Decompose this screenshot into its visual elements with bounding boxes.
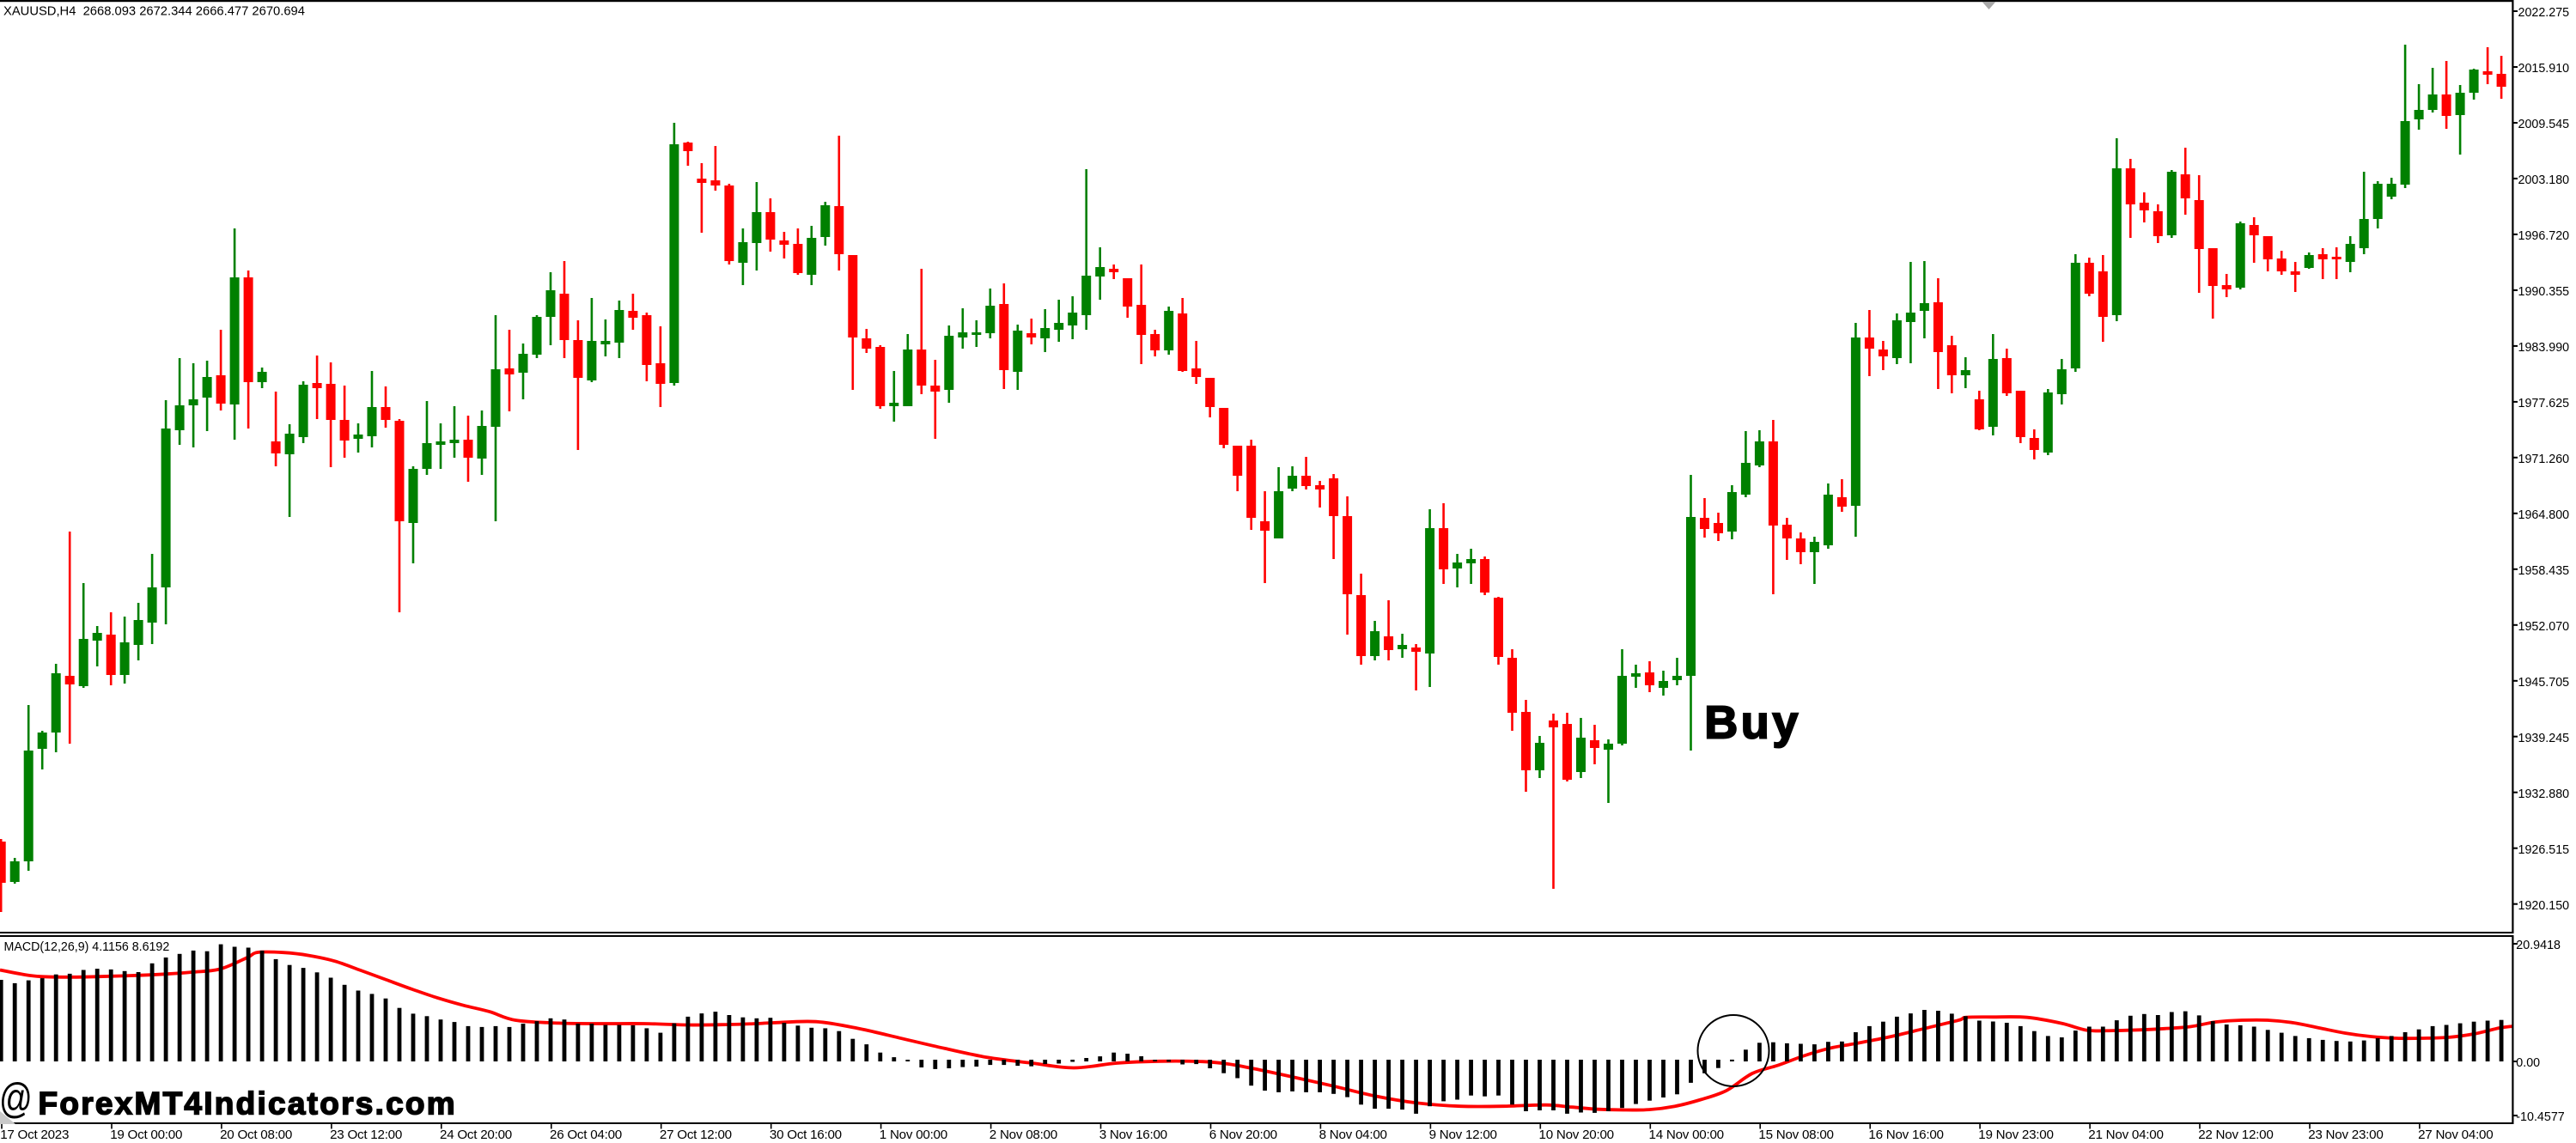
svg-text:1990.355: 1990.355 xyxy=(2518,285,2570,299)
svg-text:1932.880: 1932.880 xyxy=(2518,787,2570,801)
svg-text:17 Oct 2023: 17 Oct 2023 xyxy=(0,1128,69,1142)
svg-text:1971.260: 1971.260 xyxy=(2518,453,2570,466)
svg-text:1958.435: 1958.435 xyxy=(2518,564,2570,578)
svg-text:24 Oct 20:00: 24 Oct 20:00 xyxy=(440,1128,512,1142)
svg-text:9 Nov 12:00: 9 Nov 12:00 xyxy=(1429,1128,1497,1142)
svg-text:22 Nov 12:00: 22 Nov 12:00 xyxy=(2198,1128,2273,1142)
svg-text:23 Nov 23:00: 23 Nov 23:00 xyxy=(2308,1128,2383,1142)
svg-text:-10.4577: -10.4577 xyxy=(2516,1110,2564,1124)
svg-text:20 Oct 08:00: 20 Oct 08:00 xyxy=(220,1128,292,1142)
svg-text:1939.245: 1939.245 xyxy=(2518,732,2570,745)
svg-text:2022.275: 2022.275 xyxy=(2518,6,2570,20)
svg-text:XAUUSD,H4 2668.093 2672.344 2: XAUUSD,H4 2668.093 2672.344 2666.477 267… xyxy=(3,3,305,18)
svg-text:1977.625: 1977.625 xyxy=(2518,397,2570,410)
svg-text:2015.910: 2015.910 xyxy=(2518,62,2570,76)
svg-text:8 Nov 04:00: 8 Nov 04:00 xyxy=(1319,1128,1387,1142)
svg-text:Buy: Buy xyxy=(1704,697,1801,749)
svg-text:2009.545: 2009.545 xyxy=(2518,118,2570,131)
svg-text:1983.990: 1983.990 xyxy=(2518,341,2570,355)
svg-text:3 Nov 16:00: 3 Nov 16:00 xyxy=(1099,1128,1167,1142)
svg-text:1945.705: 1945.705 xyxy=(2518,676,2570,690)
svg-text:16 Nov 16:00: 16 Nov 16:00 xyxy=(1868,1128,1943,1142)
svg-text:1920.150: 1920.150 xyxy=(2518,899,2570,913)
svg-text:6 Nov 20:00: 6 Nov 20:00 xyxy=(1209,1128,1277,1142)
svg-text:0.00: 0.00 xyxy=(2516,1056,2540,1070)
svg-text:26 Oct 04:00: 26 Oct 04:00 xyxy=(550,1128,622,1142)
svg-text:15 Nov 08:00: 15 Nov 08:00 xyxy=(1758,1128,1833,1142)
svg-text:1952.070: 1952.070 xyxy=(2518,620,2570,634)
svg-text:27 Oct 12:00: 27 Oct 12:00 xyxy=(660,1128,732,1142)
svg-text:14 Nov 00:00: 14 Nov 00:00 xyxy=(1649,1128,1724,1142)
svg-text:1 Nov 00:00: 1 Nov 00:00 xyxy=(880,1128,947,1142)
svg-text:21 Nov 04:00: 21 Nov 04:00 xyxy=(2088,1128,2163,1142)
svg-text:MACD(12,26,9) 4.1156 8.6192: MACD(12,26,9) 4.1156 8.6192 xyxy=(4,940,170,954)
svg-text:30 Oct 16:00: 30 Oct 16:00 xyxy=(770,1128,842,1142)
svg-text:19 Nov 23:00: 19 Nov 23:00 xyxy=(1978,1128,2053,1142)
svg-text:19 Oct 00:00: 19 Oct 00:00 xyxy=(110,1128,182,1142)
svg-text:1964.800: 1964.800 xyxy=(2518,508,2570,522)
svg-text:23 Oct 12:00: 23 Oct 12:00 xyxy=(330,1128,402,1142)
svg-text:@: @ xyxy=(0,1075,33,1122)
svg-text:1926.515: 1926.515 xyxy=(2518,843,2570,857)
svg-text:2 Nov 08:00: 2 Nov 08:00 xyxy=(990,1128,1057,1142)
svg-text:2003.180: 2003.180 xyxy=(2518,173,2570,187)
svg-text:20.9418: 20.9418 xyxy=(2516,939,2561,952)
svg-text:ForexMT4Indicators.com: ForexMT4Indicators.com xyxy=(39,1086,457,1122)
svg-text:10 Nov 20:00: 10 Nov 20:00 xyxy=(1539,1128,1614,1142)
svg-text:27 Nov 04:00: 27 Nov 04:00 xyxy=(2418,1128,2493,1142)
svg-text:1996.720: 1996.720 xyxy=(2518,229,2570,243)
